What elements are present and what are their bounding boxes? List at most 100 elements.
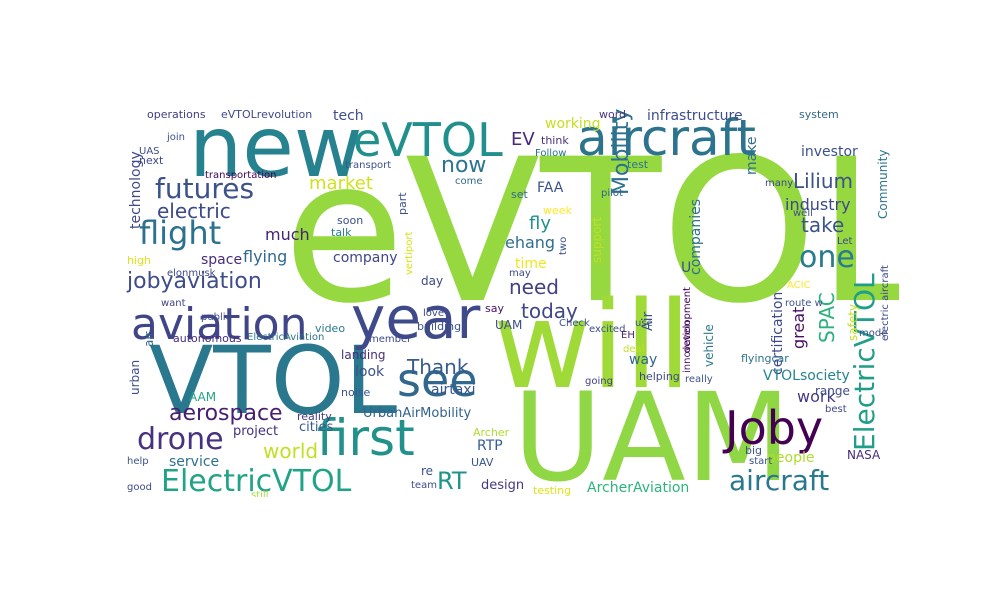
cloud-word: first: [317, 409, 415, 467]
cloud-word: word: [599, 108, 627, 121]
cloud-word: FAA: [537, 180, 564, 196]
cloud-word: industry: [785, 195, 851, 214]
cloud-word: futures: [155, 172, 255, 205]
cloud-word: much: [265, 225, 310, 244]
cloud-word: set: [511, 188, 528, 201]
cloud-word: see: [397, 353, 478, 407]
cloud-word: Joby: [725, 401, 824, 455]
cloud-word: EV: [511, 129, 535, 150]
cloud-word: good: [127, 482, 152, 493]
cloud-word: great: [789, 306, 808, 349]
cloud-word: UAM: [495, 318, 523, 332]
cloud-word: company: [333, 250, 398, 266]
cloud-word: way: [629, 352, 658, 368]
cloud-word: need: [509, 275, 559, 299]
cloud-word: Mobility: [609, 108, 634, 195]
cloud-word: say: [485, 302, 504, 315]
cloud-word: one: [799, 240, 855, 275]
cloud-word: work: [797, 387, 836, 406]
cloud-word: ElectricAviation: [247, 332, 325, 343]
cloud-word: service: [169, 454, 220, 470]
cloud-word: will: [493, 277, 692, 416]
cloud-word: test: [627, 158, 649, 171]
cloud-word: year: [351, 284, 481, 352]
cloud-word: really: [685, 374, 713, 385]
cloud-word: people: [767, 450, 815, 466]
cloud-word: big: [745, 444, 763, 457]
cloud-word: flight: [139, 214, 222, 252]
cloud-word: helping: [639, 370, 680, 383]
cloud-word: ehang: [505, 233, 556, 252]
cloud-word: new: [189, 105, 363, 196]
cloud-word: Follow: [535, 148, 567, 159]
cloud-word: elonmusk: [167, 268, 216, 279]
cloud-word: infrastructure: [647, 108, 743, 124]
cloud-word: help: [127, 456, 149, 467]
cloud-word: time: [515, 256, 547, 272]
cloud-word: next: [139, 154, 164, 167]
cloud-word: U: [681, 260, 692, 276]
cloud-word: flying: [243, 247, 288, 266]
cloud-word: may: [509, 268, 531, 279]
cloud-word: many: [765, 178, 794, 189]
word-cloud: eVTOL UAM will VTOL new eVTOL aircraft y…: [125, 105, 899, 497]
cloud-word: think: [541, 134, 569, 147]
cloud-word: make: [744, 136, 760, 175]
cloud-word: autonomous: [173, 332, 242, 345]
cloud-word: building: [417, 320, 462, 333]
cloud-word: UAS: [139, 146, 160, 157]
cloud-word: development: [682, 287, 693, 353]
cloud-word: excited: [589, 324, 626, 335]
cloud-word: route w: [785, 298, 823, 309]
cloud-word: mode: [859, 328, 888, 339]
cloud-word: landing: [341, 348, 386, 362]
cloud-word: ArcherAviation: [587, 480, 690, 496]
cloud-word: support: [590, 216, 604, 263]
cloud-word: love: [423, 308, 444, 319]
cloud-word: pilot: [601, 188, 623, 199]
cloud-word: now: [441, 153, 487, 178]
cloud-word: Thank: [407, 355, 469, 379]
cloud-word: world: [263, 439, 319, 463]
cloud-word: urban: [128, 359, 142, 395]
cloud-word: range: [815, 384, 850, 398]
cloud-word: eVTOL: [353, 113, 503, 167]
cloud-word: vertiport: [404, 231, 415, 275]
cloud-word: Let: [837, 236, 853, 247]
cloud-word: investor: [801, 144, 858, 160]
cloud-word: want: [161, 298, 186, 309]
cloud-word: Lilium: [793, 169, 853, 193]
cloud-word: Archer: [473, 426, 510, 439]
cloud-word: drone: [137, 422, 224, 457]
cloud-word: use: [635, 318, 653, 329]
cloud-word: UAM: [513, 367, 792, 497]
cloud-word: electric aircraft: [880, 265, 891, 341]
cloud-word: design: [481, 478, 525, 493]
cloud-word: fly: [529, 213, 551, 234]
cloud-word: transport: [345, 160, 392, 171]
cloud-word: AAM: [189, 390, 217, 404]
cloud-word: take: [801, 213, 845, 237]
cloud-word: re: [421, 464, 434, 478]
cloud-word: reality: [297, 410, 332, 423]
cloud-word: air: [142, 331, 156, 347]
cloud-word: soon: [337, 214, 364, 227]
cloud-word: high: [127, 254, 151, 267]
cloud-word: space: [201, 252, 243, 268]
cloud-word: aircraft: [577, 109, 757, 167]
cloud-word: ElectricVTOL: [848, 273, 881, 451]
cloud-word: system: [799, 108, 839, 121]
cloud-word: eVTOL: [283, 116, 899, 347]
cloud-word: noise: [341, 386, 371, 399]
cloud-word: working: [545, 116, 601, 132]
cloud-word: transportation: [205, 170, 277, 181]
cloud-word: ElectricVTOL: [161, 464, 352, 497]
cloud-word: well: [793, 208, 813, 219]
cloud-word: VTOL: [149, 327, 398, 436]
cloud-word: still: [251, 490, 269, 498]
cloud-word: cities: [299, 420, 334, 435]
cloud-word: flyingcar: [741, 352, 789, 365]
cloud-word: member: [369, 334, 412, 345]
cloud-word: safety: [846, 303, 860, 341]
